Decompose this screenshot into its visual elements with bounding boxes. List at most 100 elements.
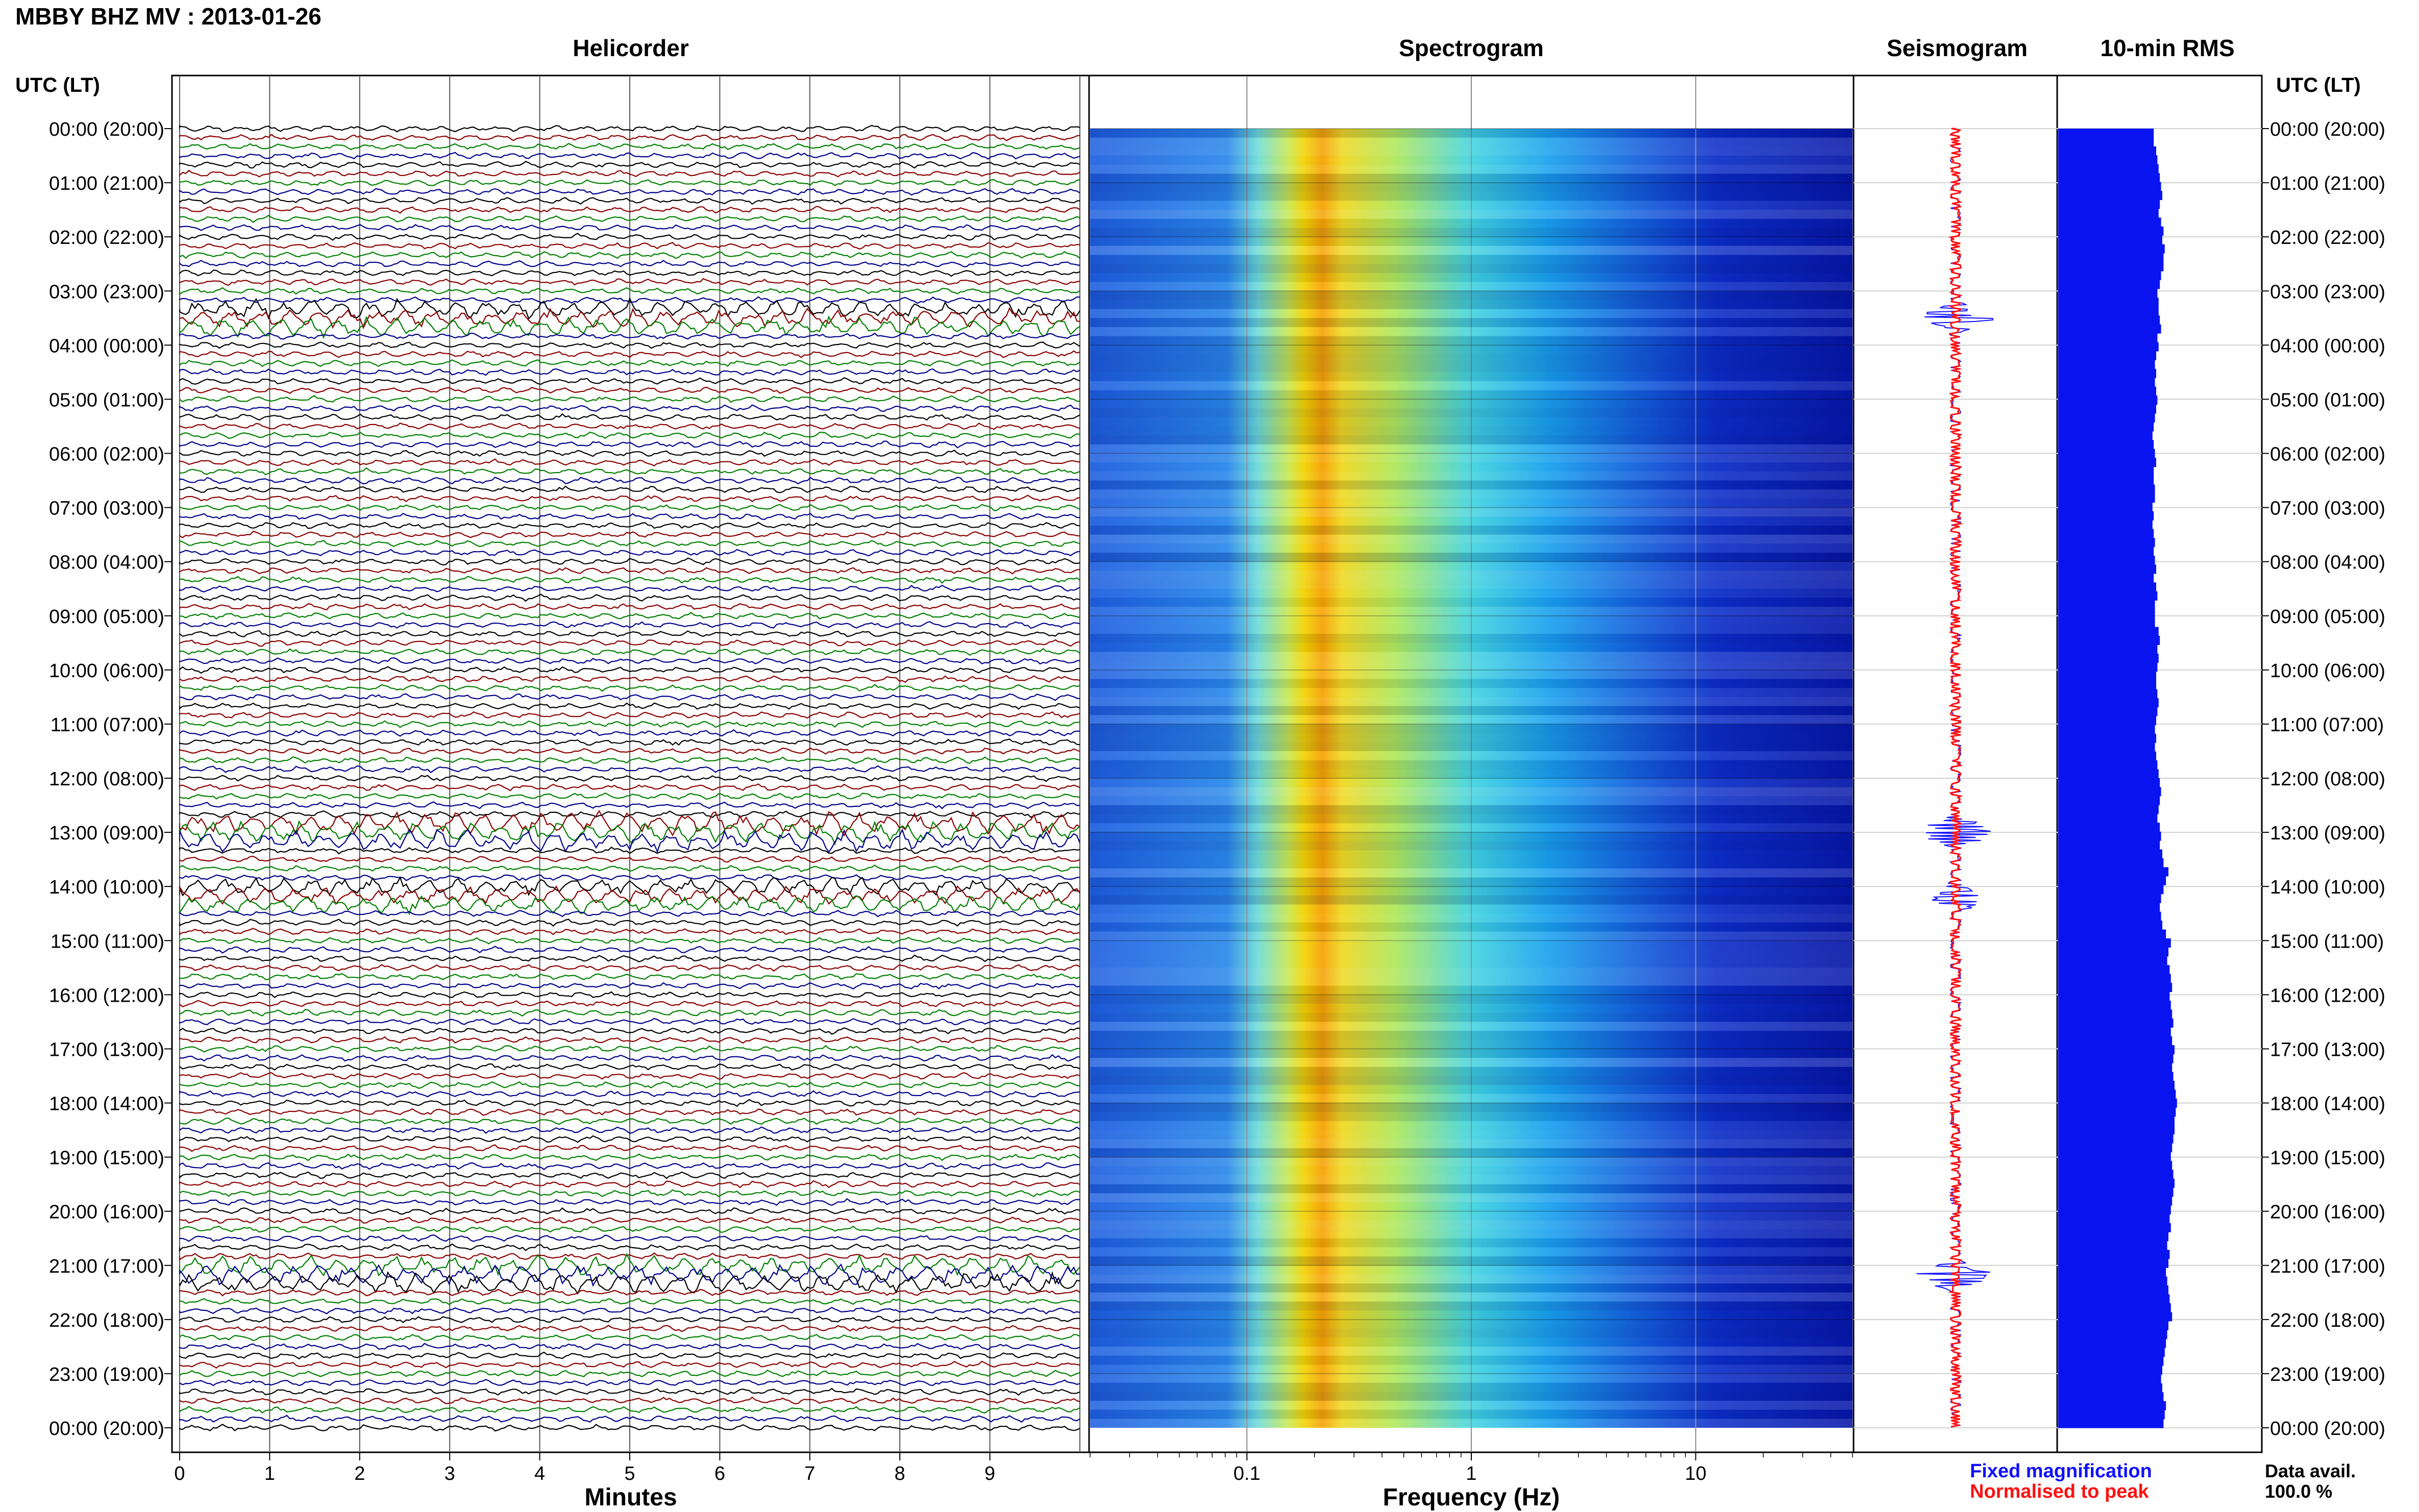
- time-tick-label-left: 23:00 (19:00): [49, 1364, 164, 1385]
- time-tick-label-left: 15:00 (11:00): [51, 931, 164, 952]
- rms-bar: [2058, 1419, 2164, 1428]
- time-tick-label-left: 08:00 (04:00): [49, 552, 164, 574]
- rms-bar: [2058, 556, 2155, 565]
- spectrogram-row: [1090, 940, 1853, 950]
- helicorder-trace: [179, 566, 1080, 575]
- spectrogram-row: [1090, 1148, 1853, 1157]
- helicorder-trace: [179, 820, 1080, 846]
- helicorder-trace: [179, 1316, 1080, 1323]
- rms-bar: [2058, 164, 2159, 173]
- helicorder-trace: [179, 1324, 1080, 1332]
- rms-bar: [2058, 1018, 2174, 1028]
- spectrogram-row: [1090, 1256, 1853, 1266]
- rms-bar: [2058, 1392, 2164, 1402]
- helicorder-trace: [179, 413, 1080, 421]
- rms-bar: [2058, 191, 2162, 201]
- spectrogram-row: [1090, 543, 1853, 553]
- rms-bar: [2058, 707, 2158, 716]
- spectrogram-row: [1090, 228, 1853, 237]
- time-tick-label-right: 11:00 (07:00): [2270, 714, 2384, 736]
- rms-bar: [2058, 1160, 2173, 1170]
- time-tick-label-left: 01:00 (21:00): [49, 173, 164, 194]
- time-tick-label-right: 00:00 (20:00): [2270, 1418, 2385, 1440]
- helicorder-trace: [179, 142, 1080, 151]
- spectrogram-row: [1090, 164, 1853, 174]
- helicorder-trace: [179, 1263, 1080, 1287]
- helicorder-trace: [179, 1378, 1080, 1386]
- helicorder-trace: [179, 675, 1080, 683]
- helicorder-trace: [179, 639, 1080, 647]
- rms-bar: [2058, 698, 2159, 708]
- helicorder-trace: [179, 431, 1080, 439]
- rms-bar: [2058, 137, 2154, 147]
- time-tick-label-right: 17:00 (13:00): [2270, 1039, 2385, 1060]
- rms-bar: [2058, 1321, 2168, 1330]
- spectrogram-row: [1090, 1337, 1853, 1347]
- rms-bar: [2058, 1339, 2166, 1348]
- spectrogram-row: [1090, 652, 1853, 661]
- helicorder-trace: [179, 1225, 1080, 1233]
- spectrogram-row: [1090, 210, 1853, 219]
- helicorder-trace: [179, 611, 1080, 620]
- spectrogram-row: [1090, 985, 1853, 995]
- helicorder-trace: [179, 1406, 1080, 1414]
- helicorder-trace: [179, 1054, 1080, 1062]
- rms-bar: [2058, 1241, 2167, 1250]
- helicorder-trace: [179, 485, 1080, 493]
- spectrogram-row: [1090, 607, 1853, 616]
- helicorder-trace: [179, 864, 1080, 873]
- rms-bar: [2058, 511, 2154, 520]
- rms-bar: [2058, 1205, 2171, 1215]
- spectrogram-row: [1090, 237, 1853, 246]
- helicorder-trace: [179, 1117, 1080, 1125]
- rms-bar: [2058, 342, 2159, 352]
- spectrogram-rows: [1090, 128, 1853, 1428]
- spectrogram-row: [1090, 1112, 1853, 1121]
- rms-bar: [2058, 1134, 2174, 1144]
- rms-bar: [2058, 992, 2170, 1001]
- spectrogram-row: [1090, 706, 1853, 715]
- helicorder-trace: [179, 964, 1080, 972]
- helicorder-trace: [179, 801, 1080, 809]
- helicorder-trace: [179, 504, 1080, 511]
- rms-bar: [2058, 1258, 2168, 1268]
- rms-bar: [2058, 484, 2155, 494]
- spectrogram-row: [1090, 480, 1853, 490]
- minute-tick-label: 1: [264, 1463, 275, 1484]
- helicorder-trace: [179, 386, 1080, 394]
- rms-bar: [2058, 956, 2167, 965]
- helicorder-trace: [179, 494, 1080, 503]
- rms-bar: [2058, 1045, 2175, 1055]
- spectrogram-row: [1090, 805, 1853, 814]
- helicorder-trace: [179, 1153, 1080, 1161]
- helicorder-trace: [179, 720, 1080, 728]
- spectrogram-row: [1090, 137, 1853, 147]
- spectrogram-row: [1090, 642, 1853, 652]
- time-tick-label-right: 07:00 (03:00): [2270, 498, 2385, 519]
- helicorder-trace: [179, 377, 1080, 385]
- spectrogram-row: [1090, 345, 1853, 355]
- time-tick-label-right: 23:00 (19:00): [2270, 1364, 2385, 1385]
- time-tick-label-right: 16:00 (12:00): [2270, 985, 2385, 1006]
- rms-bar: [2058, 360, 2155, 369]
- helicorder-trace: [179, 895, 1081, 915]
- rms-bar: [2058, 547, 2154, 556]
- spectrogram-row: [1090, 1220, 1853, 1230]
- spectrogram-row: [1090, 995, 1853, 1004]
- rms-bar: [2058, 1223, 2171, 1232]
- rms-bar: [2058, 520, 2153, 530]
- spectrogram-row: [1090, 778, 1853, 787]
- helicorder-trace: [179, 919, 1080, 927]
- helicorder-trace: [179, 765, 1080, 774]
- spectrogram-row: [1090, 146, 1853, 156]
- time-tick-label-right: 09:00 (05:00): [2270, 606, 2385, 628]
- helicorder-trace: [179, 169, 1080, 178]
- spectrogram-row: [1090, 1382, 1853, 1392]
- helicorder-trace: [179, 1036, 1080, 1044]
- rms-bar: [2058, 1063, 2173, 1073]
- spectrogram-row: [1090, 173, 1853, 183]
- helicorder-trace: [179, 729, 1080, 737]
- rms-bar: [2058, 662, 2158, 672]
- spectrogram-row: [1090, 598, 1853, 607]
- rms-bar: [2058, 858, 2164, 867]
